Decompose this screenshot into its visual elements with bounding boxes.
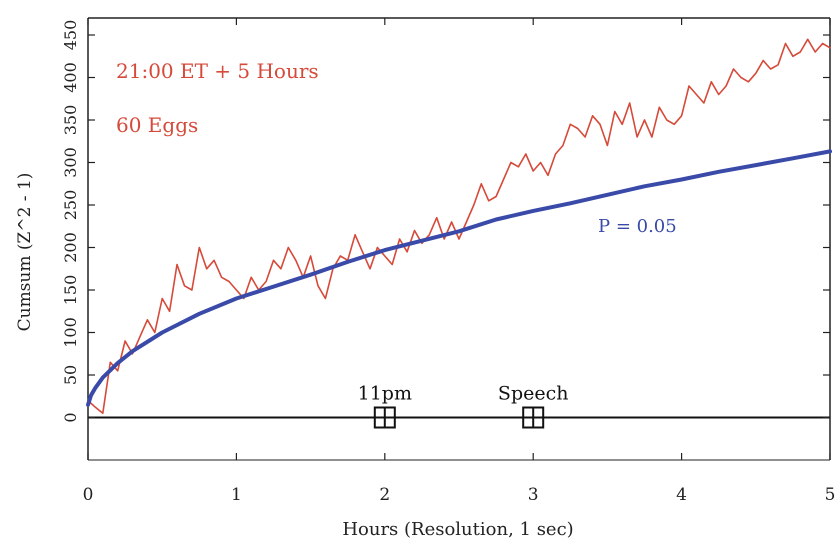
x-tick-label: 3 [528, 485, 539, 505]
event-marker-label: Speech [498, 383, 569, 405]
y-tick-label: 300 [61, 147, 80, 178]
marker-layer: 11pm Speech [358, 383, 569, 429]
y-tick-label: 0 [61, 412, 80, 422]
series-layer [86, 38, 832, 415]
y-tick-label: 100 [61, 317, 80, 348]
annotation-time-range: 21:00 ET + 5 Hours [116, 59, 319, 83]
event-marker: Speech [498, 383, 569, 429]
x-tick-label: 5 [825, 485, 836, 505]
y-tick-label: 150 [61, 275, 80, 306]
plot-area [87, 17, 831, 461]
cumsum-series-line [87, 38, 831, 415]
x-tick-label: 1 [231, 485, 242, 505]
x-tick-label: 4 [676, 485, 687, 505]
y-tick-label: 400 [61, 62, 80, 93]
y-tick-label: 450 [61, 20, 80, 51]
annotation-egg-count: 60 Eggs [116, 113, 198, 137]
event-marker-label: 11pm [358, 383, 412, 405]
y-tick-label: 50 [61, 365, 80, 385]
axes: 0 50 100 150 200 250 300 350 400 450 0 1 2 3 4 5 [61, 18, 835, 505]
event-marker: 11pm [358, 383, 412, 429]
y-axis-label: Cumsum (Z^2 - 1) [15, 173, 35, 332]
x-tick-label: 0 [83, 485, 94, 505]
significance-curve-line [86, 149, 832, 407]
y-tick-label: 350 [61, 105, 80, 136]
y-tick-label: 250 [61, 190, 80, 221]
x-tick-label: 2 [379, 485, 390, 505]
y-tick-label: 200 [61, 232, 80, 263]
x-axis-label: Hours (Resolution, 1 sec) [342, 519, 573, 540]
annotation-probability: P = 0.05 [598, 216, 677, 237]
